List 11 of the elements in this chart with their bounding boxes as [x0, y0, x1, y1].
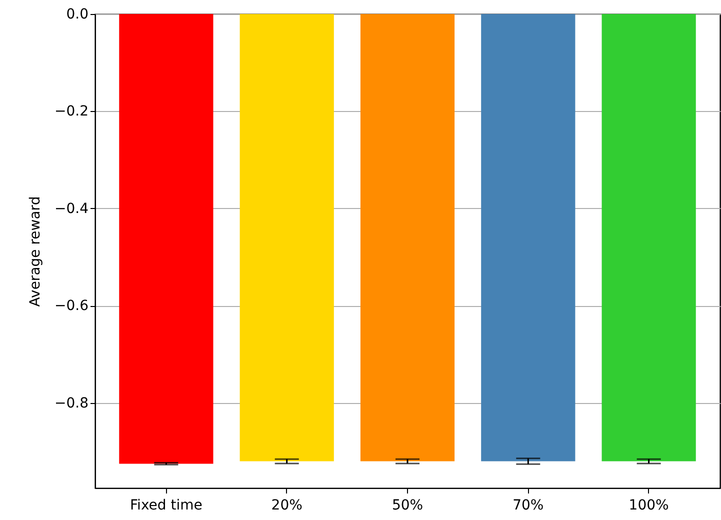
- y-axis-title: Average reward: [28, 196, 44, 307]
- y-tick-label: −0.8: [54, 395, 88, 412]
- x-tick-label: 100%: [628, 498, 669, 514]
- x-tick-label: 70%: [512, 498, 544, 514]
- y-tick-label: 0.0: [66, 6, 88, 22]
- y-tick-label: −0.4: [54, 200, 89, 217]
- y-tick-label: −0.2: [54, 104, 88, 120]
- x-tick-label: 50%: [392, 498, 424, 514]
- y-tick-label: −0.6: [54, 298, 89, 314]
- x-tick-label: 20%: [271, 498, 302, 514]
- x-tick-label: Fixed time: [130, 498, 202, 514]
